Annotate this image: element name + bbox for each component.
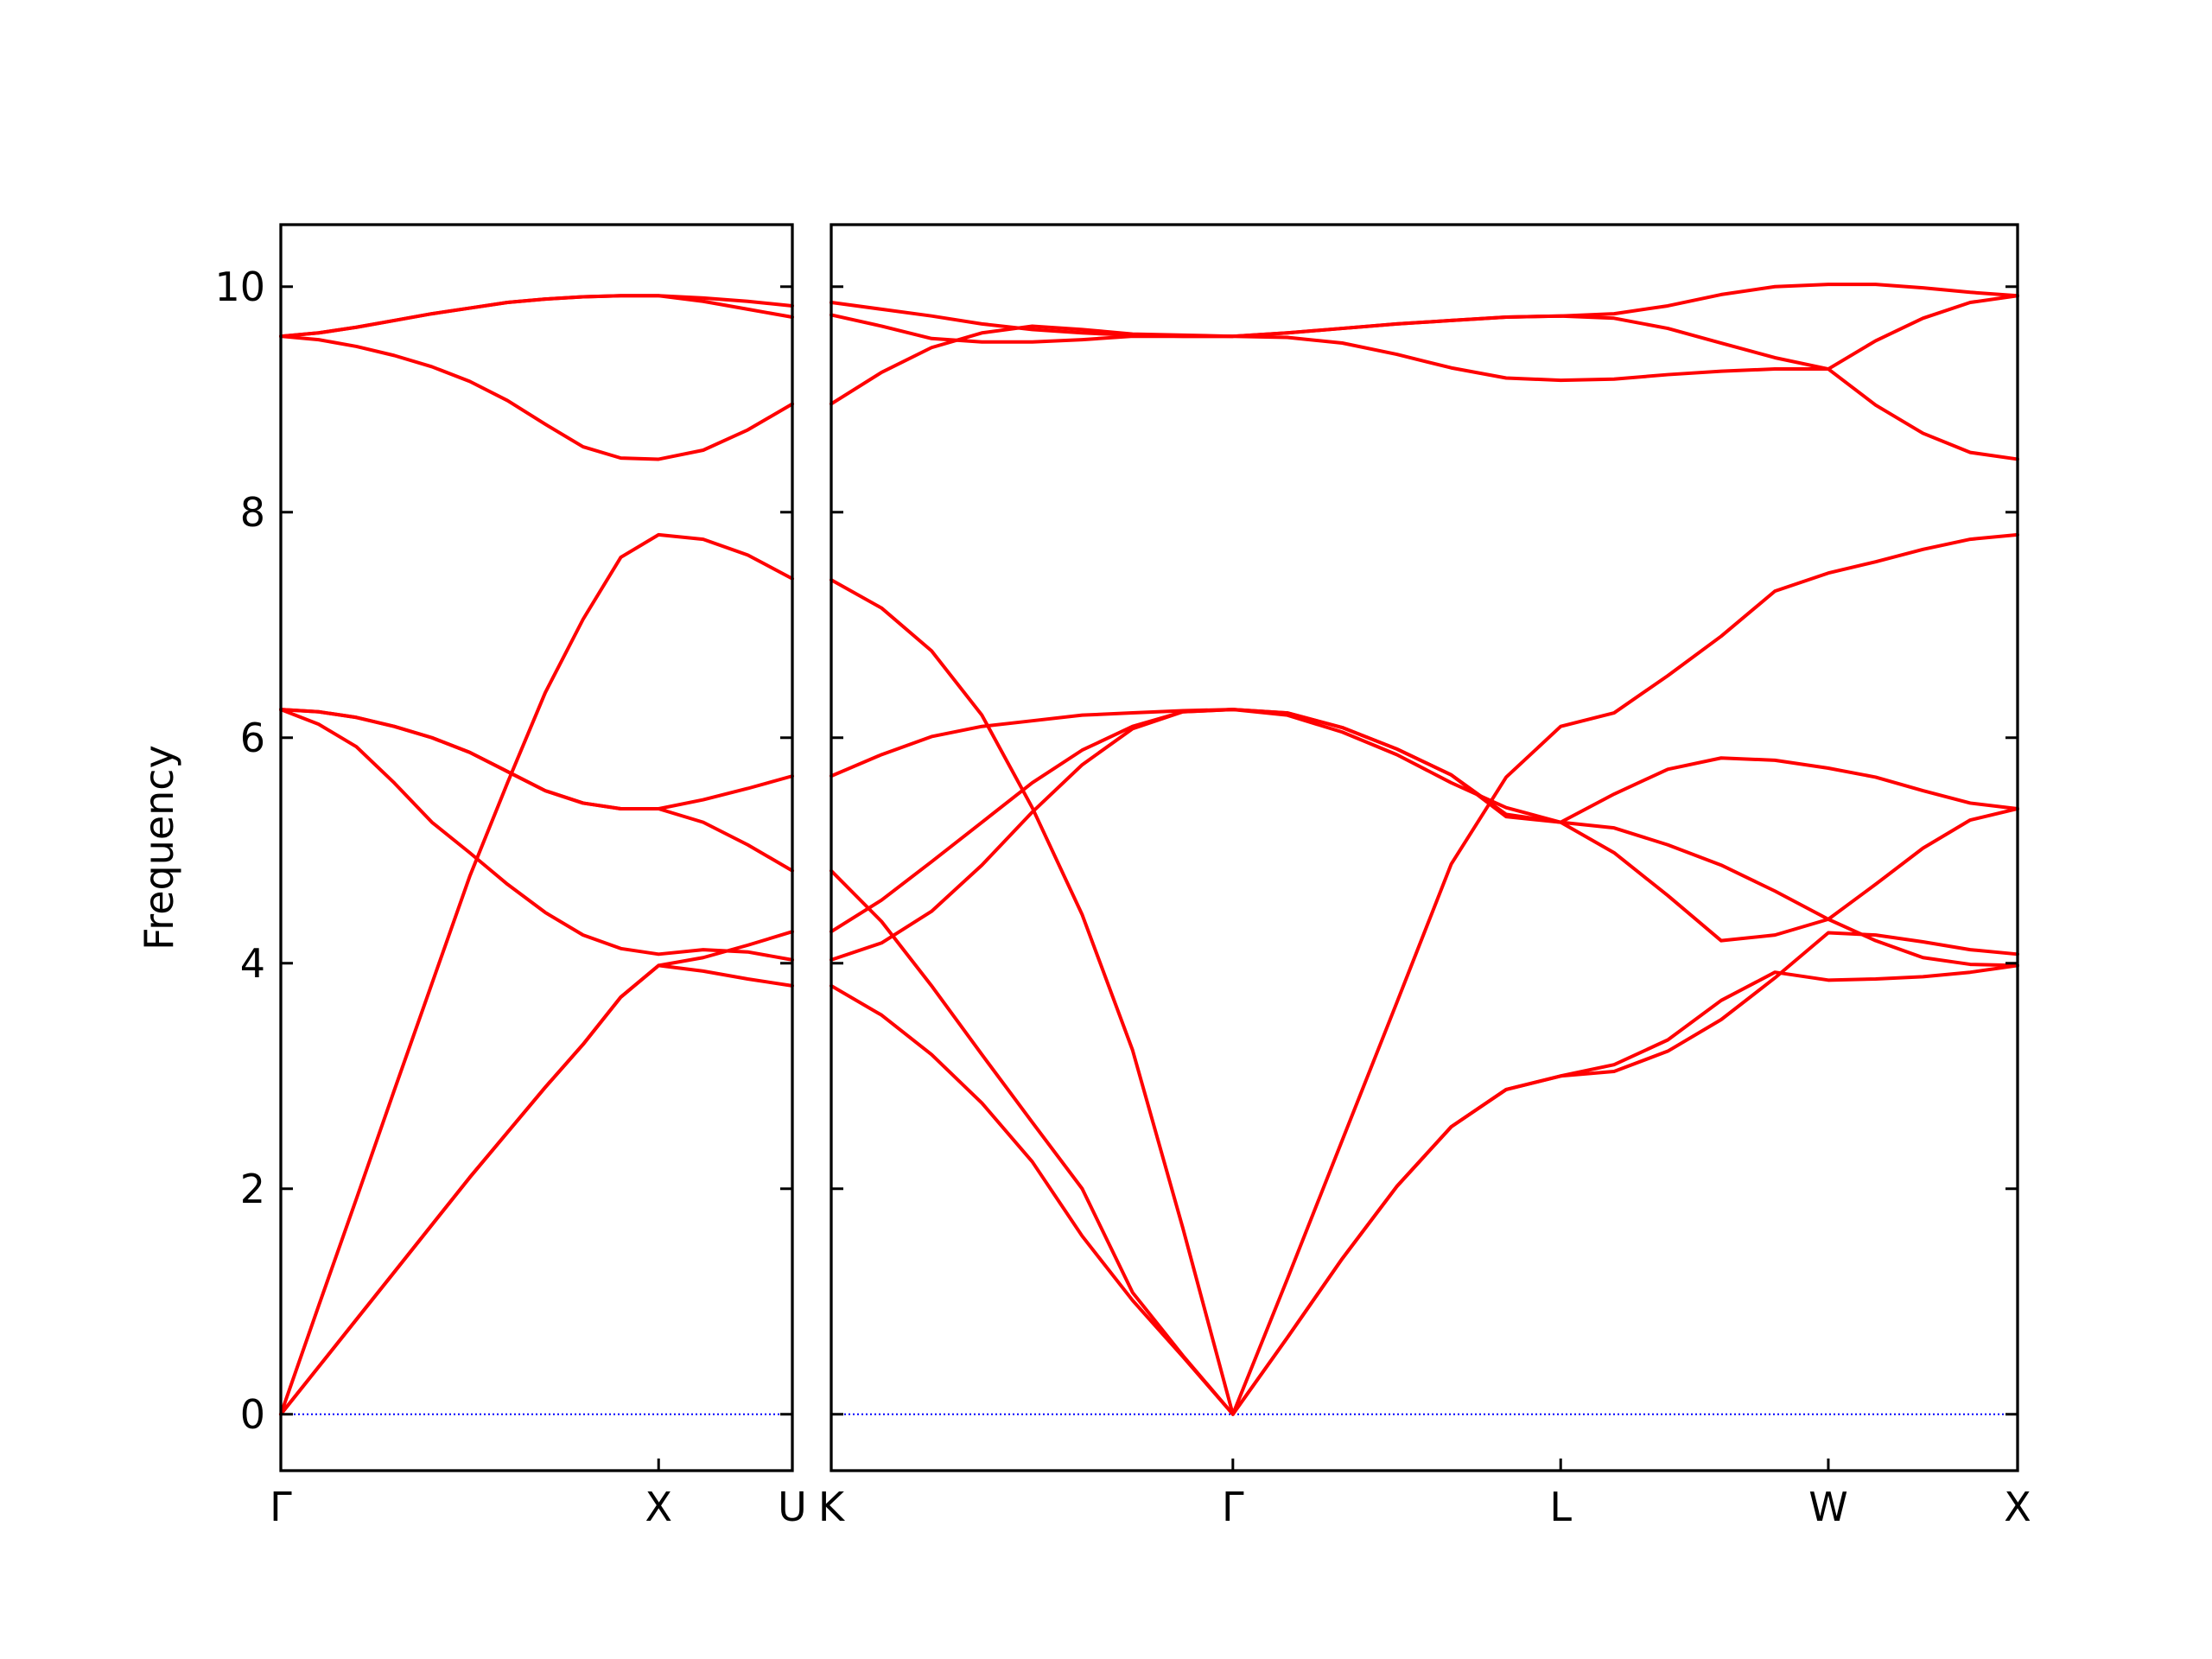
y-tick-label: 2 [240, 1166, 265, 1212]
band-line [830, 708, 2019, 921]
band-line [279, 963, 794, 1416]
x-tick-label: X [645, 1484, 672, 1530]
y-tick-label: 0 [240, 1391, 265, 1438]
x-tick-label: X [2004, 1484, 2031, 1530]
band-line [830, 283, 2019, 339]
band-line [830, 532, 2019, 1416]
band-line [279, 708, 794, 873]
y-tick-label: 6 [240, 715, 265, 761]
band-line [830, 868, 2019, 1416]
band-line [279, 708, 794, 810]
band-line [279, 532, 794, 1416]
x-tick-label: U [778, 1484, 807, 1530]
band-line [279, 930, 794, 1416]
x-tick-label: K [818, 1484, 846, 1530]
band-line [830, 294, 2019, 372]
plot-frame [830, 223, 2019, 1472]
x-tick-label: Γ [270, 1484, 292, 1530]
band-line [830, 324, 2019, 461]
y-tick-label: 10 [214, 264, 265, 310]
y-tick-label: 8 [240, 489, 265, 536]
x-tick-label: Γ [1222, 1484, 1244, 1530]
y-axis-label: Frequency [136, 745, 182, 950]
band-line [279, 708, 794, 962]
band-line [279, 334, 794, 461]
x-tick-label: L [1549, 1484, 1572, 1530]
band-line [830, 708, 2019, 962]
x-tick-label: W [1808, 1484, 1847, 1530]
band-line [830, 963, 2019, 1416]
band-line [279, 294, 794, 339]
y-tick-label: 4 [240, 940, 265, 987]
plot-frame [279, 223, 794, 1472]
